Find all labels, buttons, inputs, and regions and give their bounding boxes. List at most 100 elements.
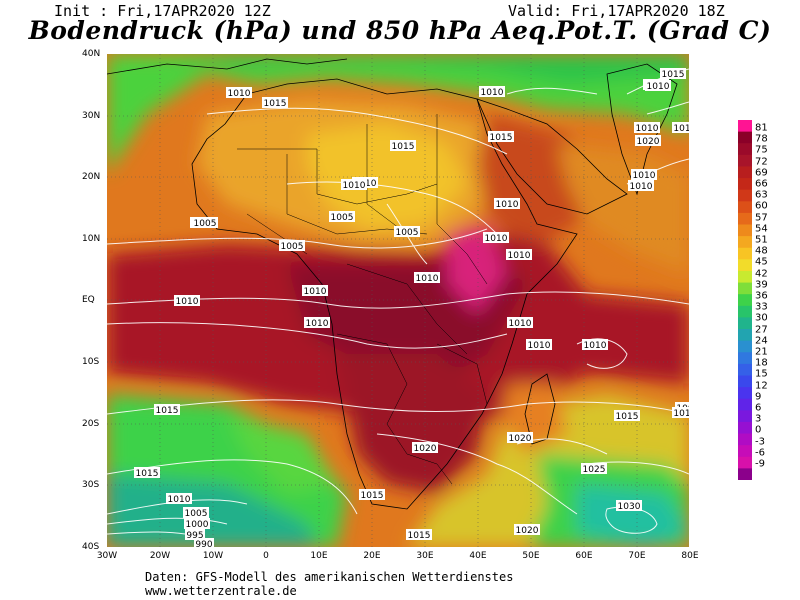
legend-value: 42 <box>755 268 768 280</box>
isobar-label: 1030 <box>618 502 641 512</box>
legend-swatch <box>738 352 752 365</box>
legend-swatch <box>738 398 752 411</box>
legend-value: 18 <box>755 357 768 369</box>
isobar-label-bg <box>635 135 661 146</box>
y-tick-label: 30S <box>82 480 100 490</box>
y-tick-label: 40S <box>82 542 100 552</box>
isobar-label-bg <box>582 339 608 350</box>
isobar-label-bg <box>479 86 505 97</box>
isobar-label-bg <box>279 240 305 251</box>
legend-value: -6 <box>755 447 765 459</box>
isobar-label: 1010 <box>508 251 531 261</box>
isobar-label: 1010 <box>584 341 607 351</box>
legend-swatch <box>738 375 752 388</box>
isobar-label-bg <box>406 529 432 540</box>
init-time: Init : Fri,17APR2020 12Z <box>54 2 271 20</box>
legend-value: 75 <box>755 144 768 156</box>
legend-value: 48 <box>755 245 768 257</box>
isobar-label-bg <box>154 404 180 415</box>
isobar-label: 1020 <box>516 526 539 536</box>
chart-title: Bodendruck (hPa) und 850 hPa Aeq.Pot.T. … <box>28 16 772 45</box>
legend-value: 0 <box>755 424 762 436</box>
isobar-label-group: 1010 1015 1015 1010 1015 1005 1010 1020 1010 1010… <box>134 68 689 547</box>
legend-value: 45 <box>755 256 768 268</box>
legend-swatch <box>738 189 752 202</box>
legend-value: 60 <box>755 200 768 212</box>
x-tick-label: 50E <box>522 551 540 561</box>
isobar-label-bg <box>183 507 209 518</box>
x-tick-label: 30E <box>416 551 434 561</box>
isobar-label-bg <box>390 140 416 151</box>
isobar-label-bg <box>634 122 660 133</box>
legend-swatch <box>738 468 752 480</box>
legend-swatch <box>738 433 752 446</box>
legend-swatch <box>738 178 752 191</box>
legend-swatch <box>738 143 752 156</box>
isobar-label-bg <box>194 538 214 547</box>
legend-value: 63 <box>755 189 768 201</box>
isobar-label: 1010 <box>630 182 653 192</box>
data-source: Daten: GFS-Modell des amerikanischen Wet… <box>145 570 514 584</box>
isobar-label: 1010 <box>176 297 199 307</box>
isobar-label: 1015 <box>490 133 513 143</box>
x-tick-label: 20W <box>149 551 171 561</box>
legend-swatch <box>738 305 752 318</box>
legend-swatch <box>738 154 752 167</box>
legend-swatch <box>738 259 752 272</box>
isobar-label: 1015 <box>616 412 639 422</box>
isobar-label: 1015 <box>662 70 685 80</box>
isobar-label-bg <box>631 169 657 180</box>
isobar-label: 1010 <box>168 495 191 505</box>
x-tick-label: 70E <box>628 551 646 561</box>
isobar-label: 1015 <box>136 469 159 479</box>
y-tick-label: EQ <box>82 295 95 305</box>
color-legend-bar <box>738 120 752 480</box>
isobar-label-bg <box>226 87 252 98</box>
x-tick-label: 20E <box>363 551 381 561</box>
legend-value: 69 <box>755 167 768 179</box>
isobar-label: 1010 <box>528 341 551 351</box>
legend-value: 36 <box>755 290 768 302</box>
isobar-label-bg <box>645 80 671 91</box>
isobar-label-bg <box>616 500 642 511</box>
y-tick-label: 30N <box>82 111 101 121</box>
isobar-label: 1010 <box>496 200 519 210</box>
isobar-label-bg <box>184 518 210 529</box>
isobar-label: 1015 <box>408 531 431 541</box>
weather-map: 1010 1015 1015 1010 1015 1005 1010 1020 1010 1010… <box>107 54 689 547</box>
isobar-label-bg <box>414 272 440 283</box>
isobar-label: 1025 <box>583 465 606 475</box>
isobar-label-bg <box>174 295 200 306</box>
isobar-label-bg <box>581 463 607 474</box>
isobar-label: 101 <box>673 124 689 134</box>
isobar-label-bg <box>514 524 540 535</box>
isobar-label: 1020 <box>414 444 437 454</box>
isobar-label-bg <box>134 467 160 478</box>
isobar-label: 1005 <box>281 242 304 252</box>
y-tick-label: 10S <box>82 357 100 367</box>
isobar-label: 1020 <box>509 434 532 444</box>
isobar-label: 1010 <box>228 89 251 99</box>
legend-swatch <box>738 317 752 330</box>
x-tick-label: 30W <box>96 551 118 561</box>
legend-value: 54 <box>755 223 768 235</box>
legend-value: -9 <box>755 458 765 470</box>
legend-swatch <box>738 410 752 423</box>
isobar-label: 1015 <box>156 406 179 416</box>
isobar-label: 1005 <box>194 219 217 229</box>
legend-swatch <box>738 247 752 260</box>
x-tick-label: 0 <box>263 551 269 561</box>
legend-value: 30 <box>755 312 768 324</box>
legend-value: 24 <box>755 335 768 347</box>
website-url[interactable]: www.wetterzentrale.de <box>145 584 297 598</box>
x-tick-label: 10W <box>202 551 224 561</box>
isobar-label: 1005 <box>185 509 208 519</box>
legend-value: 66 <box>755 178 768 190</box>
legend-swatch <box>738 340 752 353</box>
isobar-label: 1005 <box>331 213 354 223</box>
legend-value: 6 <box>755 402 762 414</box>
isobar-label: 1000 <box>186 520 209 530</box>
map-canvas: 1010 1015 1015 1010 1015 1005 1010 1020 1010 1010… <box>107 54 689 547</box>
legend-value: 57 <box>755 212 768 224</box>
y-tick-label: 40N <box>82 49 101 59</box>
